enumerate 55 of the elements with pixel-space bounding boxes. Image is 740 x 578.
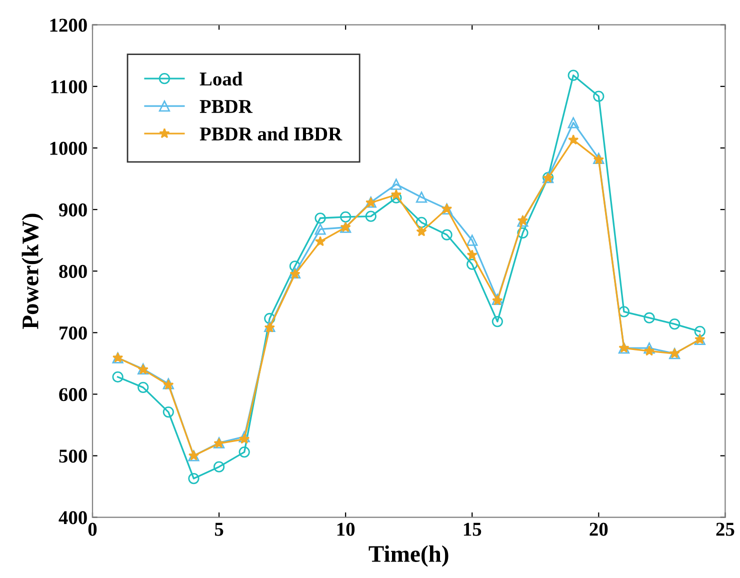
x-tick-label: 20 bbox=[590, 522, 608, 536]
point bbox=[264, 312, 276, 324]
point bbox=[390, 192, 402, 204]
point bbox=[618, 306, 630, 318]
point bbox=[239, 434, 250, 444]
y-tick-label: 1200 bbox=[50, 18, 87, 32]
point bbox=[390, 189, 402, 200]
legend-label: PBDR and IBDR bbox=[200, 126, 342, 141]
y-tick-label: 700 bbox=[60, 326, 87, 340]
point bbox=[112, 371, 124, 383]
point bbox=[162, 406, 174, 418]
y-tick-label: 1100 bbox=[51, 80, 87, 94]
point bbox=[466, 250, 478, 260]
point bbox=[390, 178, 402, 190]
point bbox=[644, 342, 655, 354]
y-tick-label: 400 bbox=[58, 511, 87, 524]
point bbox=[568, 134, 579, 145]
point bbox=[517, 227, 528, 238]
y-tick-label: 1000 bbox=[50, 142, 87, 155]
point bbox=[314, 236, 326, 246]
point bbox=[365, 210, 376, 222]
point bbox=[644, 346, 655, 356]
point bbox=[314, 212, 326, 224]
legend-label: Load bbox=[200, 72, 242, 86]
x-axis-title: Time(h) bbox=[368, 545, 448, 567]
point bbox=[314, 224, 326, 235]
y-axis-title: Power(kW) bbox=[22, 214, 44, 330]
point bbox=[593, 90, 604, 102]
point bbox=[466, 258, 478, 270]
x-tick-label: 0 bbox=[88, 522, 97, 536]
point bbox=[466, 234, 478, 246]
point bbox=[416, 192, 428, 203]
point bbox=[138, 382, 149, 393]
y-tick-label: 500 bbox=[59, 450, 87, 463]
x-tick-label: 10 bbox=[337, 522, 355, 536]
point bbox=[416, 216, 428, 228]
point bbox=[568, 117, 579, 128]
x-tick-label: 15 bbox=[464, 522, 482, 536]
legend-label: PBDR bbox=[200, 100, 253, 113]
point bbox=[492, 316, 503, 328]
point bbox=[568, 70, 579, 81]
point bbox=[238, 446, 250, 458]
point bbox=[644, 312, 655, 324]
point bbox=[669, 318, 680, 330]
y-tick-label: 800 bbox=[59, 264, 87, 278]
x-tick-label: 25 bbox=[716, 522, 734, 536]
point bbox=[416, 226, 427, 236]
y-tick-label: 900 bbox=[59, 203, 87, 216]
point bbox=[694, 326, 706, 337]
point bbox=[340, 211, 352, 222]
x-tick-label: 5 bbox=[214, 522, 224, 536]
point bbox=[441, 229, 452, 240]
point bbox=[213, 461, 225, 472]
y-tick-label: 600 bbox=[59, 388, 87, 402]
point bbox=[188, 472, 200, 484]
